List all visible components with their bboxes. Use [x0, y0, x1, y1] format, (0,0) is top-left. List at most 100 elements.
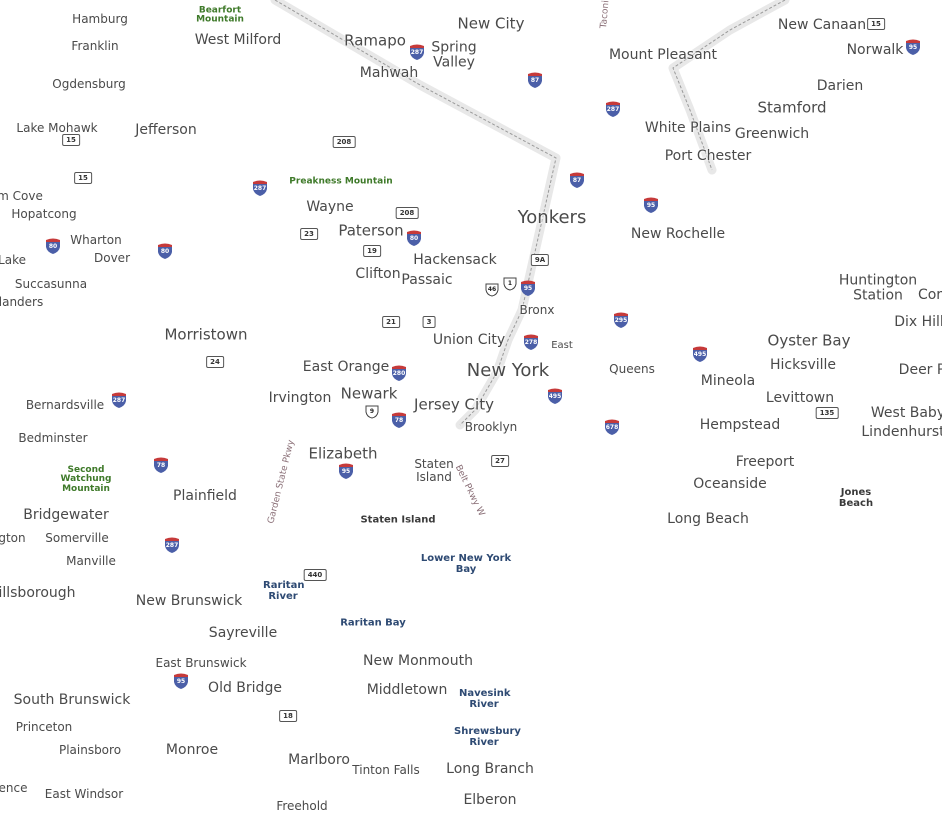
- interstate-shield-icon: 87: [569, 172, 585, 188]
- state-route-shield-icon: 135: [815, 407, 839, 419]
- interstate-shield-icon: 95: [338, 463, 354, 479]
- state-route-shield-icon: 208: [332, 136, 356, 148]
- city-label-elizabeth: Elizabeth: [308, 444, 378, 463]
- city-label-dover: Dover: [94, 251, 130, 265]
- city-label-east: East: [551, 340, 573, 351]
- city-label-mount-pleasant: Mount Pleasant: [608, 47, 718, 63]
- city-label-west-baby: West Baby: [870, 405, 942, 421]
- interstate-shield-icon: 495: [692, 346, 708, 362]
- area-label-jones-beach: Jones Beach: [838, 487, 874, 509]
- city-label-monroe: Monroe: [165, 742, 219, 758]
- state-route-shield-icon: 440: [303, 569, 327, 581]
- water-label-shrewsbury-river: Shrewsbury River: [454, 726, 521, 748]
- city-label-freeport: Freeport: [735, 454, 795, 470]
- interstate-shield-icon: 280: [391, 365, 407, 381]
- border-line-ny-ct: [668, 0, 790, 175]
- city-label-clifton: Clifton: [355, 266, 401, 282]
- interstate-shield-icon: 95: [520, 280, 536, 296]
- city-label-wharton: Wharton: [70, 233, 122, 247]
- city-label-hempstead: Hempstead: [699, 417, 781, 433]
- city-label-long-beach: Long Beach: [667, 511, 749, 527]
- state-route-shield-icon: 9A: [530, 254, 550, 266]
- city-label-illsborough: illsborough: [0, 585, 76, 601]
- city-label-deer-p: Deer P: [898, 362, 942, 378]
- city-label-wayne: Wayne: [306, 199, 354, 215]
- interstate-shield-icon: 287: [409, 44, 425, 60]
- us-route-shield-icon: 46: [485, 283, 499, 297]
- city-label-bronx: Bronx: [519, 303, 555, 317]
- city-label-morristown: Morristown: [164, 325, 248, 344]
- city-label-stamford: Stamford: [757, 98, 827, 117]
- city-label-huntington-station: Huntington Station: [838, 272, 918, 304]
- city-label-princeton: Princeton: [15, 720, 73, 734]
- city-label-ogdensburg: Ogdensburg: [52, 77, 126, 91]
- city-label-south-brunswick: South Brunswick: [13, 692, 131, 708]
- city-label-union-city: Union City: [432, 332, 506, 348]
- interstate-shield-icon: 78: [391, 412, 407, 428]
- city-label-yonkers: Yonkers: [517, 207, 587, 228]
- state-route-shield-icon: 19: [363, 245, 381, 257]
- state-route-shield-icon: 15: [867, 18, 885, 30]
- city-label-landers: landers: [0, 295, 44, 309]
- city-label-new-canaan: New Canaan: [777, 17, 867, 33]
- city-label-hackensack: Hackensack: [413, 252, 497, 268]
- city-label-lindenhurst: Lindenhurst: [861, 424, 942, 440]
- state-route-shield-icon: 18: [279, 710, 297, 722]
- water-label-navesink-river: Navesink River: [459, 688, 511, 710]
- interstate-shield-icon: 78: [153, 457, 169, 473]
- city-label-jersey-city: Jersey City: [414, 395, 494, 414]
- city-label-sayreville: Sayreville: [208, 625, 278, 641]
- city-label-new-rochelle: New Rochelle: [630, 226, 726, 242]
- city-label-mineola: Mineola: [700, 373, 756, 389]
- city-label-new-york: New York: [466, 360, 550, 381]
- city-label-tinton-falls: Tinton Falls: [352, 763, 420, 777]
- city-label-new-city: New City: [457, 14, 525, 33]
- city-label-brooklyn: Brooklyn: [464, 420, 518, 434]
- park-label-preakness-mountain: Preakness Mountain: [289, 176, 393, 187]
- interstate-shield-icon: 287: [111, 392, 127, 408]
- interstate-shield-icon: 80: [45, 238, 61, 254]
- city-label-manville: Manville: [66, 554, 116, 568]
- city-label-oyster-bay: Oyster Bay: [767, 331, 851, 350]
- city-label-cor: Cor: [917, 287, 942, 303]
- city-label-new-brunswick: New Brunswick: [135, 593, 243, 609]
- state-route-shield-icon: 27: [491, 455, 509, 467]
- city-label-white-plains: White Plains: [644, 120, 732, 136]
- us-route-shield-icon: 1: [503, 277, 517, 291]
- interstate-shield-icon: 95: [643, 197, 659, 213]
- city-label-dix-hill: Dix Hill: [894, 314, 942, 330]
- city-label-norwalk: Norwalk: [846, 42, 904, 58]
- interstate-shield-icon: 87: [527, 72, 543, 88]
- interstate-shield-icon: 95: [173, 673, 189, 689]
- city-label-darien: Darien: [816, 78, 864, 94]
- city-label-freehold: Freehold: [276, 799, 328, 813]
- city-label-east-orange: East Orange: [302, 359, 390, 375]
- city-label-staten-island: Staten Island: [414, 456, 454, 484]
- interstate-shield-icon: 495: [547, 388, 563, 404]
- interstate-shield-icon: 295: [613, 312, 629, 328]
- city-label-east-windsor: East Windsor: [44, 787, 124, 801]
- interstate-shield-icon: 678: [604, 419, 620, 435]
- city-label-succasunna: Succasunna: [14, 277, 88, 291]
- city-label-hamburg: Hamburg: [72, 12, 128, 26]
- interstate-shield-icon: 95: [905, 39, 921, 55]
- state-route-shield-icon: 21: [382, 316, 400, 328]
- city-label-greenwich: Greenwich: [734, 126, 810, 142]
- park-label-bearfort-mountain: Bearfort Mountain: [196, 5, 244, 25]
- city-label-east-brunswick: East Brunswick: [155, 656, 247, 670]
- interstate-shield-icon: 287: [164, 537, 180, 553]
- city-label-oceanside: Oceanside: [693, 476, 767, 492]
- city-label-spring-valley: Spring Valley: [431, 39, 477, 71]
- interstate-shield-icon: 80: [406, 230, 422, 246]
- city-label-new-monmouth: New Monmouth: [363, 653, 473, 669]
- city-label-jefferson: Jefferson: [135, 122, 197, 138]
- city-label-queens: Queens: [609, 362, 655, 376]
- city-label-plainsboro: Plainsboro: [58, 743, 122, 757]
- city-label-old-bridge: Old Bridge: [208, 680, 282, 696]
- state-route-shield-icon: 3: [422, 316, 436, 328]
- water-label-lower-new-york-bay: Lower New York Bay: [420, 553, 512, 575]
- city-label-paterson: Paterson: [338, 221, 404, 240]
- city-label-newark: Newark: [340, 384, 398, 403]
- state-route-shield-icon: 15: [62, 134, 80, 146]
